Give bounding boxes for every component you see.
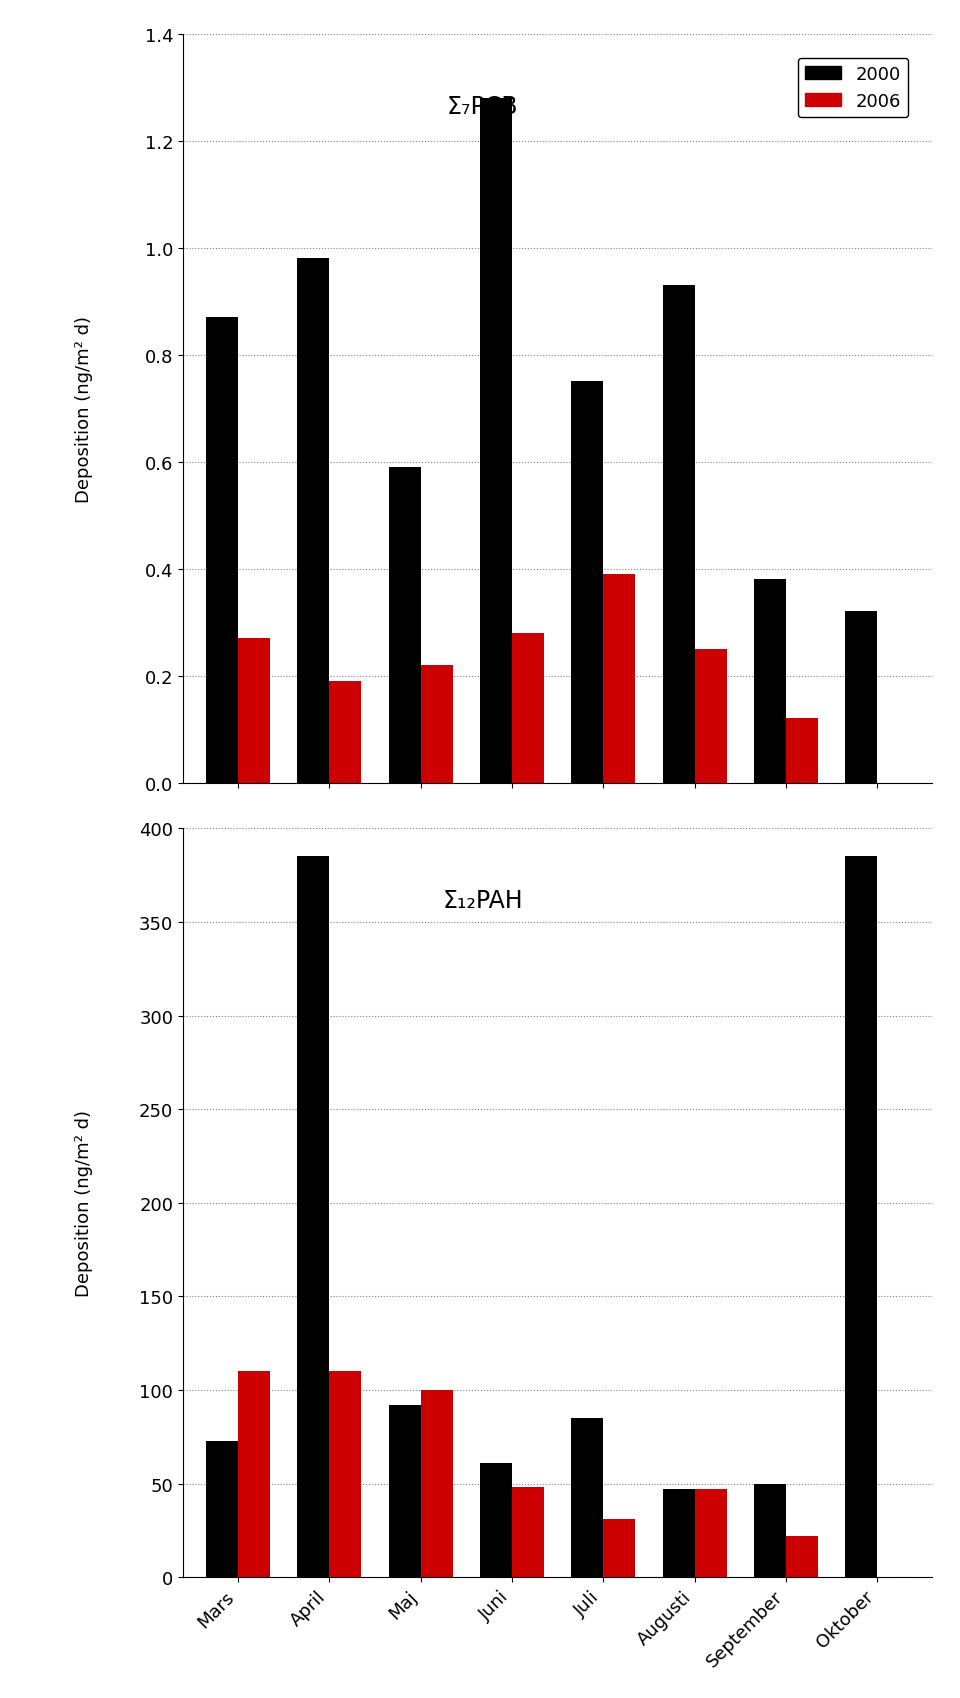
Bar bbox=[695, 1489, 727, 1577]
Bar bbox=[389, 1406, 420, 1577]
Bar bbox=[480, 98, 512, 783]
Bar bbox=[420, 1391, 452, 1577]
Bar bbox=[329, 1372, 361, 1577]
Bar bbox=[754, 1484, 786, 1577]
Bar bbox=[786, 718, 818, 783]
Bar bbox=[571, 382, 603, 783]
Bar bbox=[298, 857, 329, 1577]
Bar bbox=[786, 1537, 818, 1577]
Legend: 2000, 2006: 2000, 2006 bbox=[798, 59, 908, 119]
Bar bbox=[603, 1520, 636, 1577]
Bar bbox=[603, 574, 636, 783]
Bar bbox=[512, 1487, 544, 1577]
Text: Σ₁₂PAH: Σ₁₂PAH bbox=[443, 888, 523, 914]
Bar bbox=[298, 260, 329, 783]
Bar bbox=[662, 1489, 695, 1577]
Bar bbox=[512, 633, 544, 783]
Bar bbox=[571, 1418, 603, 1577]
Bar bbox=[846, 611, 877, 783]
Bar bbox=[846, 857, 877, 1577]
Bar bbox=[480, 1464, 512, 1577]
Bar bbox=[754, 581, 786, 783]
Bar bbox=[205, 1440, 238, 1577]
Bar bbox=[238, 638, 270, 783]
Y-axis label: Deposition (ng/m² d): Deposition (ng/m² d) bbox=[75, 316, 93, 503]
Text: Σ₇PCB: Σ₇PCB bbox=[447, 95, 518, 119]
Bar bbox=[238, 1372, 270, 1577]
Bar bbox=[205, 318, 238, 783]
Bar bbox=[389, 467, 420, 783]
Bar bbox=[695, 650, 727, 783]
Bar bbox=[420, 666, 452, 783]
Y-axis label: Deposition (ng/m² d): Deposition (ng/m² d) bbox=[75, 1110, 93, 1297]
Bar bbox=[662, 285, 695, 783]
Bar bbox=[329, 681, 361, 783]
